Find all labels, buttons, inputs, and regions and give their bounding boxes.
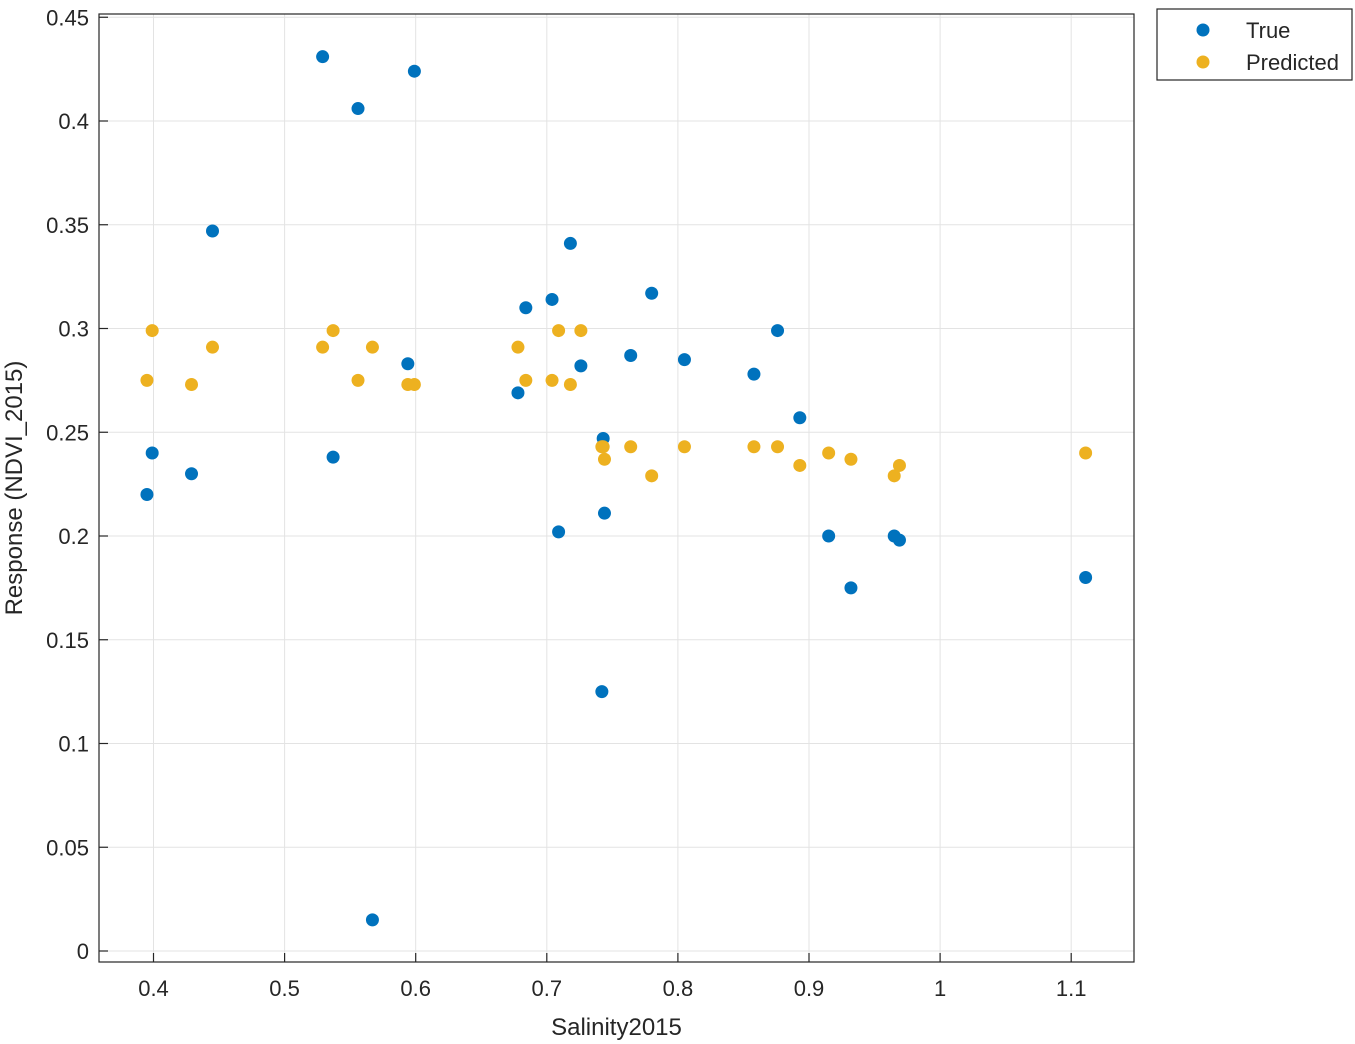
y-tick-label: 0.1 [58, 732, 89, 757]
y-axis-label: Response (NDVI_2015) [1, 361, 28, 616]
point-predicted [597, 452, 611, 466]
point-predicted [545, 373, 559, 387]
point-predicted [645, 469, 659, 483]
point-true [552, 525, 566, 539]
x-tick-label: 0.4 [138, 976, 169, 1001]
point-true [747, 367, 761, 381]
y-tick-label: 0.3 [58, 317, 89, 342]
point-true [844, 581, 858, 595]
point-predicted [747, 440, 761, 454]
point-predicted [140, 373, 154, 387]
x-tick-label: 0.8 [663, 976, 694, 1001]
point-true [205, 224, 219, 238]
x-axis-ticks: 0.4 0.5 0.6 0.7 0.8 0.9 1 1.1 [138, 953, 1086, 1001]
y-tick-label: 0.2 [58, 524, 89, 549]
point-predicted [185, 378, 199, 392]
point-predicted [563, 378, 577, 392]
point-predicted [892, 458, 906, 472]
point-true [771, 324, 785, 338]
legend-label-predicted: Predicted [1246, 50, 1339, 75]
y-tick-label: 0.25 [46, 420, 89, 445]
point-predicted [793, 458, 807, 472]
y-tick-label: 0.35 [46, 213, 89, 238]
point-predicted [326, 324, 340, 338]
y-axis-ticks: 0 0.05 0.1 0.15 0.2 0.25 0.3 0.35 0.4 0.45 [46, 5, 108, 964]
x-tick-label: 0.7 [532, 976, 563, 1001]
point-true [145, 446, 159, 460]
point-true [892, 533, 906, 547]
point-true [822, 529, 836, 543]
legend-box [1156, 8, 1353, 81]
point-true [351, 102, 365, 116]
point-predicted [1079, 446, 1093, 460]
point-predicted [677, 440, 691, 454]
point-predicted [205, 340, 219, 354]
plot-area-frame [98, 13, 1135, 963]
point-true [574, 359, 588, 373]
x-tick-label: 0.9 [794, 976, 825, 1001]
legend: True Predicted [1156, 8, 1353, 81]
x-tick-label: 0.5 [269, 976, 300, 1001]
point-predicted [407, 378, 421, 392]
point-true [624, 348, 638, 362]
x-axis-label: Salinity2015 [551, 1014, 682, 1041]
x-tick-label: 1.1 [1056, 976, 1087, 1001]
point-true [597, 506, 611, 520]
point-predicted [887, 469, 901, 483]
point-predicted [511, 340, 525, 354]
legend-marker-true [1196, 23, 1210, 37]
y-tick-label: 0.05 [46, 835, 89, 860]
point-true [140, 488, 154, 501]
legend-marker-predicted [1196, 55, 1210, 69]
point-true [365, 913, 379, 927]
point-true [1079, 571, 1093, 584]
y-tick-label: 0.4 [58, 109, 89, 134]
point-true [563, 236, 577, 250]
point-true [316, 50, 330, 64]
point-predicted [552, 324, 566, 338]
grid-lines [99, 14, 1134, 962]
y-tick-label: 0 [77, 939, 89, 964]
legend-label-true: True [1246, 18, 1290, 43]
point-predicted [519, 373, 533, 387]
point-predicted [145, 324, 159, 338]
point-true [326, 450, 340, 464]
point-true [595, 685, 609, 699]
point-true [677, 353, 691, 367]
point-true [401, 357, 415, 371]
data-points [140, 50, 1093, 927]
point-predicted [574, 324, 588, 338]
point-true [511, 386, 525, 400]
point-true [793, 411, 807, 425]
x-tick-label: 0.6 [400, 976, 431, 1001]
point-predicted [316, 340, 330, 354]
point-true [519, 301, 533, 315]
y-tick-label: 0.15 [46, 628, 89, 653]
point-predicted [596, 440, 610, 454]
point-predicted [771, 440, 785, 454]
y-tick-label: 0.45 [46, 5, 89, 30]
x-tick-label: 1 [934, 976, 946, 1001]
point-true [185, 467, 199, 481]
point-predicted [624, 440, 638, 454]
point-predicted [844, 452, 858, 466]
point-predicted [822, 446, 836, 460]
point-predicted [351, 373, 365, 387]
point-true [645, 286, 659, 300]
point-predicted [365, 340, 379, 354]
point-true [545, 292, 559, 306]
point-true [407, 64, 421, 78]
